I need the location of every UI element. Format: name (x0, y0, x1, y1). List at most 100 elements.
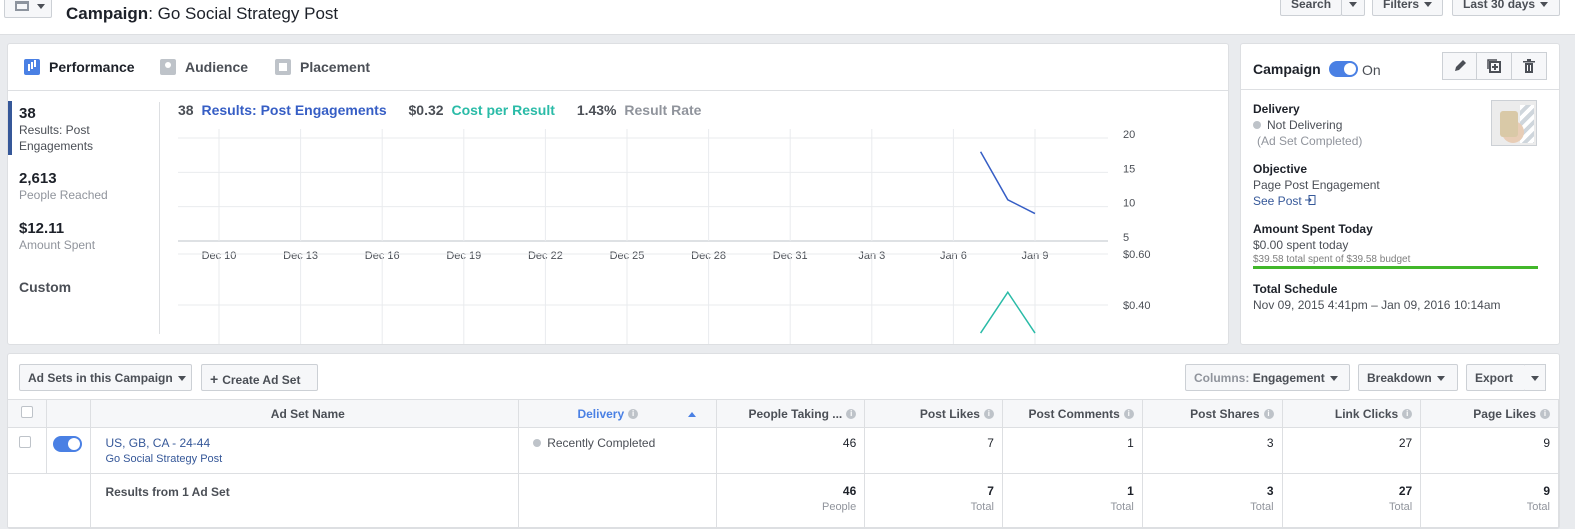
select-all-checkbox[interactable] (21, 406, 34, 418)
totals-comments-cell: 1 Total (1002, 473, 1143, 528)
chevron-down-icon (1329, 376, 1338, 382)
external-link-icon (1305, 195, 1316, 205)
column-header-people[interactable]: People Taking ... i (716, 399, 866, 428)
tab-audience[interactable]: Audience (160, 59, 248, 75)
see-post-link[interactable]: See Post (1253, 193, 1380, 209)
export-options-button[interactable] (1525, 364, 1546, 391)
adsets-scope-dropdown[interactable]: Ad Sets in this Campaign (19, 364, 192, 391)
chart-header: 38 Results: Post Engagements $0.32 Cost … (178, 102, 705, 118)
column-header-post-comments[interactable]: Post Comments i (1002, 399, 1143, 428)
pencil-icon (1455, 60, 1466, 71)
spent-today: $0.00 spent today (1253, 238, 1349, 252)
adset-shares-cell: 3 (1142, 427, 1283, 474)
row-checkbox[interactable] (19, 436, 31, 448)
rate-label: Result Rate (624, 102, 702, 118)
schedule-heading: Total Schedule (1253, 282, 1338, 296)
total-value: 27 (1398, 484, 1413, 498)
totals-people-cell: 46 People (716, 473, 866, 528)
tab-placement[interactable]: Placement (275, 59, 370, 75)
edit-button[interactable] (1442, 52, 1478, 80)
summary-header: Campaign On (1241, 44, 1559, 90)
total-value: 46 (842, 484, 857, 498)
row-select-cell (8, 427, 48, 474)
date-range-button[interactable]: Last 30 days (1452, 0, 1560, 16)
adsets-scope-label: Ad Sets in this Campaign (28, 371, 173, 385)
info-icon[interactable]: i (1123, 409, 1134, 420)
column-header-link-clicks[interactable]: Link Clicks i (1282, 399, 1422, 428)
total-value: 3 (1266, 484, 1274, 498)
column-header-post-likes[interactable]: Post Likes i (864, 399, 1003, 428)
results-label: Results: Post Engagements (201, 102, 387, 118)
info-icon[interactable]: i (628, 409, 639, 420)
adset-campaign-link[interactable]: Go Social Strategy Post (105, 453, 223, 465)
totals-shares-cell: 3 Total (1142, 473, 1283, 528)
breakdown-dropdown[interactable]: Breakdown (1358, 364, 1458, 391)
adset-clicks-cell: 27 (1282, 427, 1422, 474)
campaign-on-toggle[interactable] (1329, 61, 1358, 77)
tab-audience-label: Audience (185, 59, 249, 75)
total-unit: People (821, 501, 857, 513)
cell-value: 9 (1543, 436, 1550, 450)
adset-on-toggle[interactable] (53, 436, 83, 452)
export-button[interactable]: Export (1466, 364, 1526, 391)
total-unit: Total (1526, 501, 1550, 513)
adsets-table: Ad Set Name Delivery i People Taking ... i… (8, 399, 1559, 528)
adset-people-cell: 46 (716, 427, 866, 474)
post-thumbnail[interactable] (1491, 100, 1537, 146)
info-icon[interactable]: i (983, 409, 994, 420)
totals-label-cell: Results from 1 Ad Set (90, 473, 520, 528)
page-title: Campaign: Go Social Strategy Post (66, 4, 339, 23)
delete-button[interactable] (1511, 52, 1547, 80)
view-menu-button[interactable] (4, 0, 52, 18)
results-series-line (979, 151, 1036, 215)
filters-label: Filters (1383, 0, 1420, 11)
adset-comments-cell: 1 (1002, 427, 1143, 474)
objective-heading: Objective (1253, 162, 1308, 176)
info-icon[interactable]: i (846, 409, 857, 420)
status-dot (533, 439, 542, 447)
adsets-panel: Ad Sets in this Campaign + Create Ad Set … (7, 353, 1560, 529)
metric-people-reached[interactable]: 2,613 People Reached (19, 170, 129, 203)
chevron-down-icon (1424, 2, 1433, 8)
metric-results[interactable]: 38 Results: Post Engagements (19, 105, 129, 154)
search-options-button[interactable] (1341, 0, 1365, 16)
total-unit: Total (1250, 501, 1274, 513)
custom-metric-link[interactable]: Custom (19, 279, 72, 295)
column-header-page-likes[interactable]: Page Likes i (1420, 399, 1559, 428)
rate-value: 1.43% (576, 102, 617, 118)
metric-list: 38 Results: Post Engagements 2,613 Peopl… (8, 91, 158, 345)
metric-label: People Reached (19, 188, 108, 202)
column-header-post-shares[interactable]: Post Shares i (1142, 399, 1283, 428)
metric-amount-spent[interactable]: $12.11 Amount Spent (19, 220, 129, 253)
search-button[interactable]: Search (1280, 0, 1342, 16)
column-header-name[interactable]: Ad Set Name (90, 399, 520, 428)
status-dot (1253, 121, 1261, 129)
create-adset-label: Create Ad Set (222, 373, 301, 387)
amount-spent-section: Amount Spent Today $0.00 spent today $39… (1253, 221, 1410, 266)
tab-performance[interactable]: Performance (24, 59, 135, 75)
performance-panel: Performance Audience Placement 38 Result… (7, 43, 1229, 345)
column-header-label: Link Clicks (1334, 406, 1399, 421)
column-header-delivery[interactable]: Delivery i (518, 399, 718, 428)
columns-dropdown[interactable]: Columns: Engagement (1185, 364, 1350, 391)
adset-name-link[interactable]: US, GB, CA - 24-44 (105, 436, 211, 450)
cost-value: $0.32 (408, 102, 444, 118)
create-adset-button[interactable]: + Create Ad Set (201, 364, 318, 391)
metric-value: 2,613 (19, 170, 57, 187)
cost-series-line (979, 290, 1036, 334)
top-bar: Campaign: Go Social Strategy Post Search… (0, 0, 1575, 35)
adset-name-cell: US, GB, CA - 24-44 Go Social Strategy Po… (90, 427, 520, 474)
info-icon[interactable]: i (1402, 409, 1413, 420)
info-icon[interactable]: i (1263, 409, 1274, 420)
filters-button[interactable]: Filters (1372, 0, 1443, 16)
y-tick-label: 15 (1123, 163, 1135, 175)
total-unit: Total (1388, 501, 1413, 513)
cell-value: 46 (842, 436, 857, 450)
total-unit: Total (970, 501, 994, 513)
metric-value: $12.11 (19, 220, 65, 237)
metric-label: Results: Post Engagements (19, 123, 94, 153)
duplicate-button[interactable] (1476, 52, 1512, 80)
info-icon[interactable]: i (1540, 409, 1550, 420)
title-campaign-name: Go Social Strategy Post (157, 4, 339, 23)
